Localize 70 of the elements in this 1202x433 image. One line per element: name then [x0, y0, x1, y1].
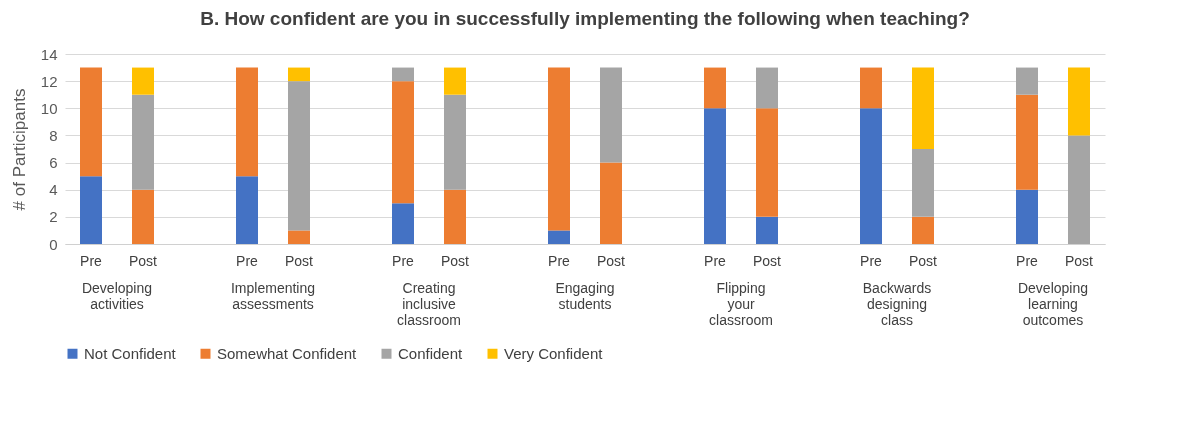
chart-title: B. How confident are you in successfully implementing the following when teaching? [200, 8, 970, 29]
text: Backwards designing class [862, 280, 932, 328]
bar [1016, 67, 1038, 95]
y-tick-label: 12 [40, 72, 58, 90]
bar [392, 67, 414, 82]
y-axis-title: # of Participants [9, 88, 29, 211]
text: Flipping your classroom [709, 280, 773, 328]
bar [912, 149, 934, 217]
x-tick-label: Pre [548, 252, 571, 269]
bar [756, 67, 778, 109]
bar [80, 176, 102, 244]
text: Developing learning outcomes [1017, 280, 1089, 328]
bar [444, 189, 466, 244]
x-tick-label: Post [440, 252, 470, 269]
bar [444, 67, 466, 95]
legend-label: Somewhat Confident [217, 344, 358, 362]
bar [860, 67, 882, 109]
y-tick-label: 14 [40, 45, 58, 63]
text: Creating inclusive classroom [397, 280, 461, 328]
text: Developing activities [81, 280, 153, 312]
y-tick-label: 6 [49, 154, 58, 172]
x-tick-label: Pre [860, 252, 883, 269]
x-tick-label: Post [908, 252, 938, 269]
x-tick-label: Pre [80, 252, 103, 269]
bar [132, 189, 154, 244]
text: Engaging students [555, 280, 615, 312]
bar [236, 176, 258, 244]
bar [132, 67, 154, 95]
x-tick-label: Pre [704, 252, 727, 269]
bar [600, 162, 622, 244]
bar [548, 67, 570, 231]
bar [912, 216, 934, 244]
x-tick-label: Post [1064, 252, 1094, 269]
bar [756, 108, 778, 217]
bar [392, 81, 414, 204]
x-tick-label: Pre [1016, 252, 1039, 269]
bar [1068, 67, 1090, 136]
bar [1016, 94, 1038, 190]
bar [1016, 189, 1038, 244]
x-tick-label: Pre [392, 252, 415, 269]
bar [860, 108, 882, 244]
legend-label: Not Confident [84, 344, 177, 362]
y-tick-label: 4 [49, 181, 58, 199]
y-tick-label: 10 [40, 99, 58, 117]
bar [704, 67, 726, 109]
bar [704, 108, 726, 244]
x-tick-label: Post [284, 252, 314, 269]
y-tick-label: 8 [49, 126, 58, 144]
bar [288, 67, 310, 82]
text: Implementing assessments [230, 280, 316, 312]
x-tick-label: Post [596, 252, 626, 269]
bar [600, 67, 622, 163]
bar [912, 67, 934, 149]
legend-label: Very Confident [504, 344, 604, 362]
y-tick-label: 0 [49, 235, 58, 253]
bar [392, 203, 414, 244]
bar [132, 94, 154, 190]
x-tick-label: Pre [236, 252, 259, 269]
bar [288, 81, 310, 231]
bar [444, 94, 466, 190]
bar [548, 230, 570, 244]
x-tick-label: Post [128, 252, 158, 269]
legend-label: Confident [398, 344, 464, 362]
x-tick-label: Post [752, 252, 782, 269]
bar [236, 67, 258, 177]
bar [1068, 135, 1090, 244]
y-tick-label: 2 [49, 208, 58, 226]
bar [756, 216, 778, 244]
bar [80, 67, 102, 177]
bar [288, 230, 310, 244]
